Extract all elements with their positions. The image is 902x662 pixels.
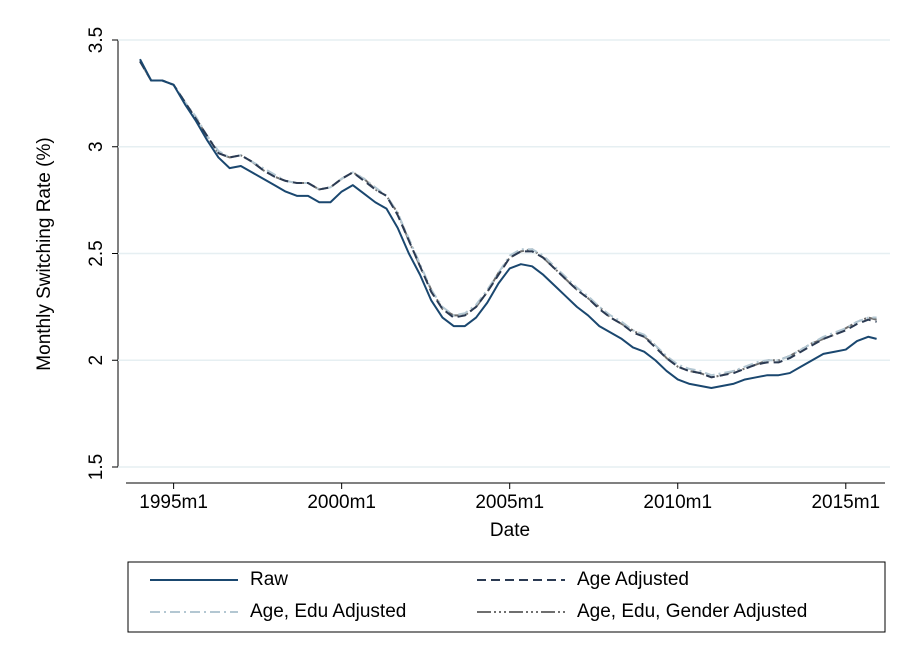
x-tick-label: 1995m1 [139, 492, 208, 513]
x-tick-label: 2000m1 [307, 492, 376, 513]
legend-label: Age Adjusted [577, 569, 689, 590]
plot-area [118, 8, 890, 483]
x-tick-label: 2010m1 [643, 492, 712, 513]
series-line [139, 58, 877, 389]
legend-label: Raw [250, 569, 288, 590]
legend-label: Age, Edu Adjusted [250, 601, 406, 622]
y-tick-label: 2.5 [86, 240, 107, 266]
series-line [139, 60, 877, 379]
y-tick-label: 2 [86, 355, 107, 366]
series-line [139, 60, 877, 377]
x-tick-label: 2015m1 [811, 492, 880, 513]
x-tick-label: 2005m1 [475, 492, 544, 513]
x-axis-label: Date [490, 520, 530, 541]
y-tick-label: 1.5 [86, 454, 107, 480]
legend-label: Age, Edu, Gender Adjusted [577, 601, 807, 622]
y-tick-label: 3.5 [86, 27, 107, 53]
y-tick-label: 3 [86, 141, 107, 152]
legend [127, 561, 886, 633]
y-axis-label: Monthly Switching Rate (%) [34, 137, 55, 370]
